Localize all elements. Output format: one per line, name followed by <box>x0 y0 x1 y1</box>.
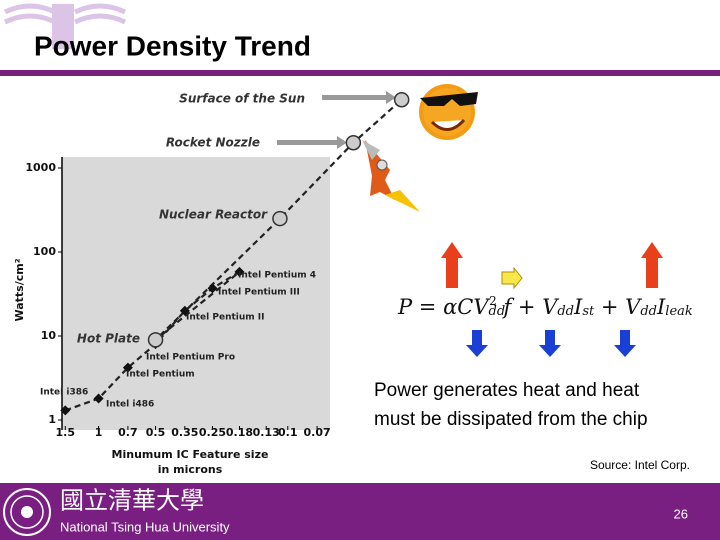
caption-line: Power generates heat and heat <box>374 380 640 401</box>
x-tick-label: 0.5 <box>146 426 166 439</box>
data-point <box>234 266 245 277</box>
university-name: National Tsing Hua University <box>60 519 230 534</box>
x-tick-label: 0.1 <box>278 426 298 439</box>
formula-part: P = αCV <box>397 295 490 319</box>
source-note: Source: Intel Corp. <box>590 458 690 472</box>
x-tick-label: 1.5 <box>56 426 76 439</box>
title-rule <box>0 70 720 76</box>
page-number: 26 <box>674 506 688 521</box>
data-point <box>60 405 71 416</box>
formula-part: dd <box>489 304 506 319</box>
formula-part: 2 <box>489 294 497 308</box>
plot-shading <box>62 157 330 430</box>
reference-point <box>393 91 410 108</box>
formula-part: I <box>573 295 583 319</box>
x-tick-label: 0.35 <box>171 426 198 439</box>
point-label: Intel Pentium <box>126 370 195 380</box>
y-tick-label: 1 <box>48 413 56 426</box>
rocket-icon <box>362 140 420 212</box>
x-tick-label: 0.25 <box>199 426 226 439</box>
reference-label: Hot Plate <box>77 332 140 346</box>
reference-label: Nuclear Reactor <box>159 208 268 222</box>
formula-part: dd <box>557 304 574 319</box>
x-tick-label: 1 <box>95 426 103 439</box>
x-tick-label: 0.18 <box>226 426 253 439</box>
university-name-cn: 國立清華大學 <box>60 487 204 515</box>
point-label: Intel i486 <box>106 400 154 410</box>
formula-part: f + V <box>497 295 559 319</box>
y-tick-label: 10 <box>41 329 57 342</box>
x-tick-label: 0.07 <box>304 426 331 439</box>
point-label: Intel Pentium II <box>186 313 265 323</box>
y-tick-label: 100 <box>33 245 56 258</box>
logo-watermark <box>3 3 127 49</box>
university-seal <box>3 488 51 536</box>
formula-part: + V <box>594 295 642 319</box>
footer-bar <box>0 483 720 540</box>
data-point <box>207 283 218 294</box>
pointer-arrows <box>277 91 396 149</box>
formula-part: st <box>582 304 595 319</box>
y-axis-label: Watts/cm² <box>13 258 26 321</box>
formula-part: leak <box>665 304 693 319</box>
point-label: Intel Pentium 4 <box>238 271 316 281</box>
reference-point <box>345 134 362 151</box>
point-label: Intel i386 <box>40 388 88 398</box>
data-point <box>179 305 190 316</box>
reference-label: Rocket Nozzle <box>166 136 260 150</box>
slide-title: Power Density Trend <box>34 30 311 61</box>
reference-point <box>272 210 288 227</box>
data-point <box>93 393 104 404</box>
caption-line: must be dissipated from the chip <box>374 409 648 430</box>
reference-label: Surface of the Sun <box>179 92 305 106</box>
formula: P = αCVdd2 f + VddIst + VddIleak <box>397 294 693 319</box>
data-point <box>122 362 133 373</box>
x-tick-label: 0.7 <box>118 426 138 439</box>
heat-arrows <box>441 242 663 357</box>
reference-point <box>147 332 164 348</box>
sun-icon <box>419 84 478 140</box>
point-label: Intel Pentium Pro <box>146 353 235 363</box>
x-axis-label: in microns <box>158 463 223 476</box>
formula-part: dd <box>640 304 657 319</box>
x-axis-label: Minumum IC Feature size <box>112 448 269 461</box>
point-label: Intel Pentium III <box>218 288 300 298</box>
formula-part: I <box>656 295 666 319</box>
x-tick-label: 0.13 <box>253 426 280 439</box>
y-tick-label: 1000 <box>25 161 56 174</box>
